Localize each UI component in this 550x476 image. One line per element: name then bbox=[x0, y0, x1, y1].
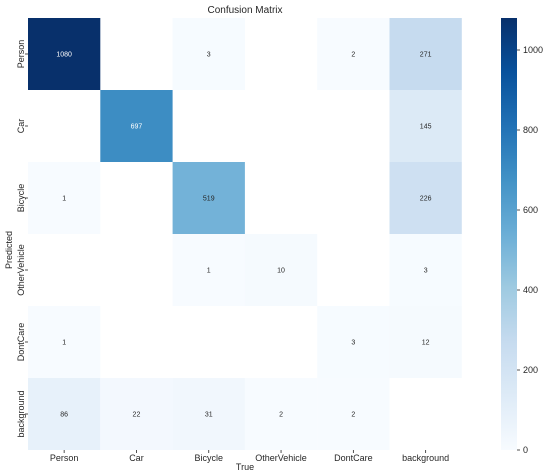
heatmap-cell bbox=[28, 162, 101, 234]
cell-value-label: 2 bbox=[351, 52, 355, 59]
y-axis-label: Predicted bbox=[4, 231, 14, 269]
colorbar-tick-label: 200 bbox=[523, 365, 538, 375]
cell-value-label: 10 bbox=[277, 268, 285, 275]
heatmap-cell bbox=[389, 90, 462, 162]
y-tick-label: OtherVehicle bbox=[16, 244, 26, 296]
chart-title: Confusion Matrix bbox=[207, 5, 282, 16]
x-tick-label: OtherVehicle bbox=[255, 453, 307, 463]
heatmap-cell bbox=[317, 378, 390, 450]
x-tick-label: Person bbox=[50, 453, 79, 463]
x-axis-ticks: Person Car Bicycle OtherVehicle DontCare back… bbox=[50, 450, 449, 463]
cell-value-label: 3 bbox=[351, 340, 355, 347]
colorbar-ticks: 0 200 400 600 800 1000 bbox=[517, 45, 543, 455]
heatmap-cell bbox=[172, 162, 245, 234]
cell-value-label: 1 bbox=[207, 268, 211, 275]
heatmap-cell bbox=[100, 90, 173, 162]
cell-value-label: 86 bbox=[60, 412, 68, 419]
heatmap-cell bbox=[172, 18, 245, 90]
cell-value-label: 1080 bbox=[56, 52, 72, 59]
cell-value-label: 1 bbox=[62, 196, 66, 203]
cell-value-label: 271 bbox=[420, 52, 432, 59]
y-tick-label: Car bbox=[16, 119, 26, 134]
heatmap-cell bbox=[317, 18, 390, 90]
heatmap-cell bbox=[244, 378, 318, 450]
colorbar-tick-label: 0 bbox=[523, 445, 528, 455]
cell-value-label: 145 bbox=[420, 124, 432, 131]
heatmap-cell bbox=[28, 18, 101, 90]
heatmap-cell bbox=[28, 378, 101, 450]
y-tick-label: DontCare bbox=[16, 323, 26, 362]
colorbar-tick-label: 400 bbox=[523, 285, 538, 295]
heatmap-cell bbox=[244, 234, 318, 306]
cell-value-label: 1 bbox=[62, 340, 66, 347]
cell-value-label: 3 bbox=[207, 52, 211, 59]
cell-value-label: 697 bbox=[131, 124, 143, 131]
heatmap-cell bbox=[100, 378, 173, 450]
y-tick-label: Person bbox=[16, 40, 26, 69]
cell-value-label: 31 bbox=[205, 412, 213, 419]
y-axis-ticks: Person Car Bicycle OtherVehicle DontCare back… bbox=[16, 40, 28, 438]
cell-value-label: 3 bbox=[424, 268, 428, 275]
x-tick-label: Bicycle bbox=[194, 453, 223, 463]
heatmap-cell bbox=[172, 234, 245, 306]
cell-value-label: 519 bbox=[203, 196, 215, 203]
heatmap-cell bbox=[28, 306, 101, 378]
colorbar-tick-label: 1000 bbox=[523, 45, 543, 55]
cell-value-label: 12 bbox=[422, 340, 430, 347]
y-tick-label: background bbox=[16, 390, 26, 437]
x-tick-label: DontCare bbox=[334, 453, 373, 463]
x-tick-label: background bbox=[402, 453, 449, 463]
colorbar bbox=[501, 18, 517, 450]
y-tick-label: Bicycle bbox=[16, 184, 26, 213]
cell-value-label: 226 bbox=[420, 196, 432, 203]
heatmap-cell bbox=[389, 18, 462, 90]
cell-value-label: 2 bbox=[351, 412, 355, 419]
x-axis-label: True bbox=[236, 462, 254, 472]
heatmap-cell bbox=[389, 234, 462, 306]
heatmap-cell bbox=[389, 162, 462, 234]
heatmap-cell bbox=[389, 306, 462, 378]
colorbar-tick-label: 800 bbox=[523, 125, 538, 135]
heatmap-cell bbox=[317, 306, 390, 378]
cell-value-label: 22 bbox=[133, 412, 141, 419]
cell-value-label: 2 bbox=[279, 412, 283, 419]
heatmap-cell bbox=[172, 378, 245, 450]
colorbar-tick-label: 600 bbox=[523, 205, 538, 215]
x-tick-label: Car bbox=[129, 453, 144, 463]
